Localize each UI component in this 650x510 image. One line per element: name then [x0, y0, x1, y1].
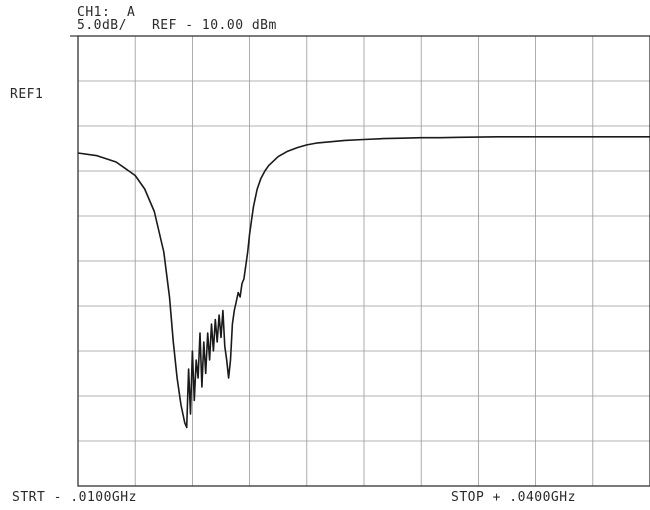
- channel-label: CH1: A: [77, 5, 136, 20]
- stop-frequency-label: STOP + .0400GHz: [451, 490, 576, 505]
- reference-marker-label: REF1: [10, 87, 44, 102]
- start-frequency-label: STRT - .0100GHz: [12, 490, 137, 505]
- trace-line: [77, 136, 650, 429]
- plot-frame: [77, 35, 650, 487]
- graticule: [78, 36, 650, 486]
- scale-reference-label: 5.0dB/ REF - 10.00 dBm: [77, 18, 277, 33]
